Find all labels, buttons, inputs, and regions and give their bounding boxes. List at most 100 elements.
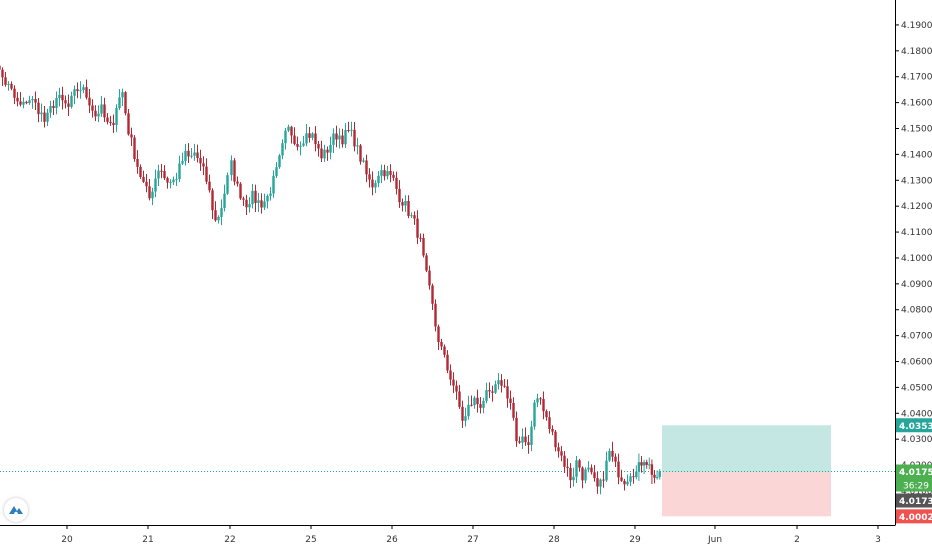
candle-body: [455, 385, 458, 392]
candle: [524, 427, 527, 446]
candle: [419, 233, 422, 242]
candle-body: [611, 450, 614, 457]
candle: [637, 453, 641, 481]
candle: [16, 92, 19, 107]
candle: [127, 108, 130, 136]
tradingview-logo-icon[interactable]: [4, 498, 28, 522]
candle: [64, 95, 67, 109]
candle-body: [151, 191, 154, 199]
current-price-label-bg: [896, 464, 932, 479]
candle-body: [521, 436, 524, 443]
candle-body: [157, 170, 160, 179]
candle-body: [202, 163, 205, 167]
candle: [199, 149, 202, 171]
candle: [413, 211, 416, 225]
time-tick-label: 26: [386, 535, 398, 545]
candle: [389, 164, 392, 183]
candle: [193, 143, 196, 161]
candle: [299, 141, 302, 156]
candle-body: [88, 97, 91, 106]
candle-body: [392, 174, 395, 178]
candle: [269, 187, 272, 201]
candle: [19, 92, 22, 107]
candle: [82, 84, 85, 94]
candle: [323, 144, 326, 162]
candle-body: [605, 460, 608, 481]
candle-body: [97, 113, 100, 117]
entry-price-label-text: 4.01731: [899, 497, 932, 507]
candle-body: [4, 77, 7, 85]
price-tick-label: 4.15000: [901, 124, 932, 134]
candle-body: [347, 130, 350, 132]
candle: [326, 146, 329, 161]
profit-zone[interactable]: [662, 425, 831, 473]
candle: [491, 385, 494, 402]
price-tick-label: 4.17000: [901, 73, 932, 83]
candle-body: [374, 182, 377, 188]
candle-body: [494, 384, 497, 393]
candle-body: [148, 186, 151, 199]
candle: [202, 156, 205, 176]
candle: [320, 140, 323, 162]
candle: [281, 139, 284, 160]
candle-body: [242, 198, 245, 200]
candle-body: [512, 402, 515, 418]
candle-body: [473, 397, 476, 406]
candle-body: [248, 204, 251, 208]
candle: [533, 399, 536, 430]
candle-body: [401, 202, 404, 206]
current-price-label: 4.01751: [896, 464, 932, 479]
candle-body: [67, 103, 70, 107]
loss-zone[interactable]: [662, 472, 831, 517]
time-tick-label: 22: [224, 535, 235, 545]
candle-body: [458, 391, 461, 407]
candle: [500, 374, 503, 393]
candle-body: [500, 380, 503, 386]
candle-body: [491, 391, 494, 393]
candle-body: [431, 285, 434, 304]
candle: [290, 125, 293, 144]
candle-body: [404, 200, 407, 206]
candle-body: [626, 481, 629, 485]
candle: [344, 123, 347, 148]
candle: [383, 164, 386, 181]
candle-body: [43, 112, 46, 122]
target-price-label-bg: [896, 418, 932, 433]
candle-body: [19, 101, 22, 105]
candle: [404, 195, 407, 212]
candle: [25, 100, 28, 105]
candle: [106, 113, 109, 125]
candle-body: [320, 148, 323, 159]
candle: [368, 168, 371, 188]
candle: [223, 184, 226, 212]
candle: [100, 96, 103, 117]
candle-body: [245, 199, 248, 208]
time-axis[interactable]: 20 21 22 25 26 27 28 29 Jun 2 3: [0, 525, 896, 545]
candle: [374, 180, 377, 194]
candle-body: [581, 467, 584, 481]
candle: [557, 442, 560, 458]
candle: [58, 87, 61, 107]
price-tick-label: 4.10000: [901, 254, 932, 264]
candle-body: [16, 97, 19, 102]
candle-body: [49, 105, 52, 113]
candle-body: [533, 402, 536, 427]
candle: [464, 407, 467, 427]
candle-body: [437, 326, 440, 343]
candle-body: [278, 155, 281, 168]
candle: [410, 212, 413, 218]
candle-body: [314, 133, 317, 145]
candle: [401, 198, 404, 212]
candle: [208, 174, 211, 193]
price-tick-label: 4.06000: [901, 358, 932, 368]
candle: [458, 384, 461, 409]
candle-body: [389, 171, 392, 175]
candle: [305, 124, 308, 147]
candle-body: [645, 462, 648, 465]
candle: [434, 299, 437, 332]
candle-body: [536, 398, 539, 403]
entry-price-label-bg: [896, 493, 932, 508]
candle-body: [136, 159, 139, 167]
candle-body: [130, 134, 133, 138]
price-tick-label: 4.19000: [901, 21, 932, 31]
